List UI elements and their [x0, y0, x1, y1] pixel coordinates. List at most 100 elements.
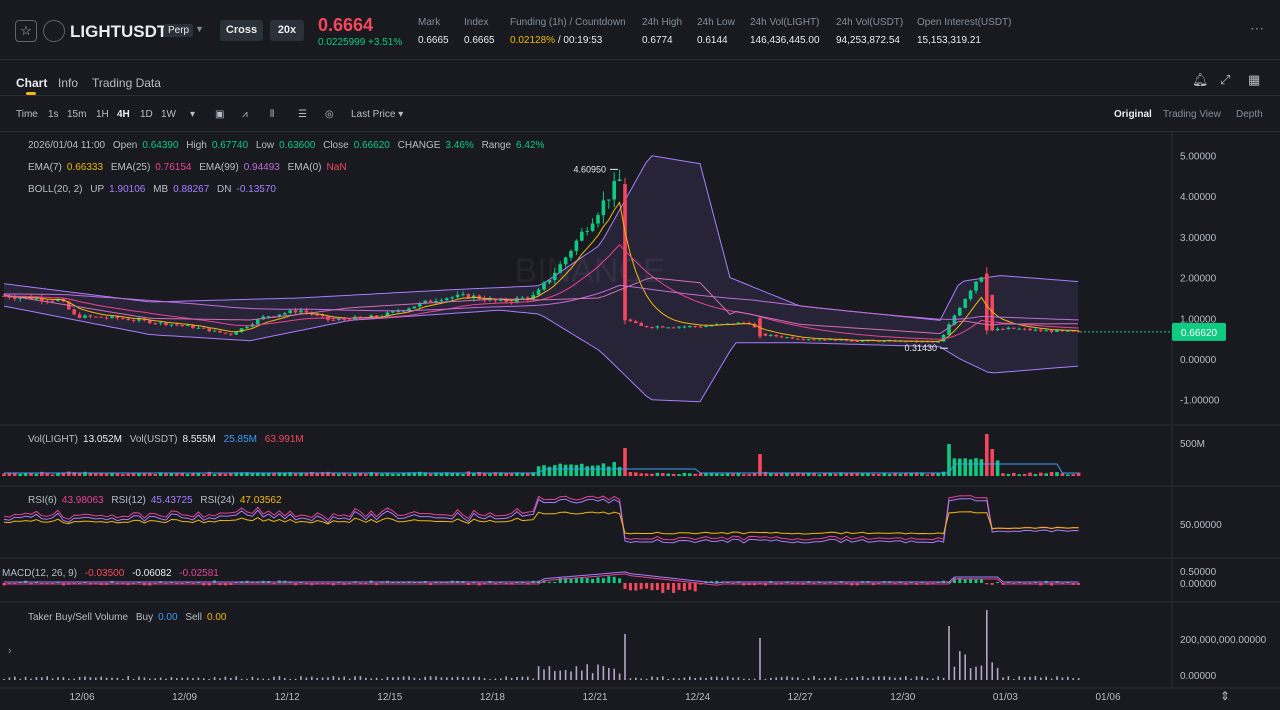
axis-scale-icon: ⇕ — [1220, 689, 1230, 703]
volume-bar — [293, 473, 298, 476]
interval-1w[interactable]: 1W — [161, 109, 176, 120]
interval-time[interactable]: Time — [16, 109, 38, 120]
chart-canvas[interactable]: 5.00000 4.00000 3.00000 2.00000 1.00000 0.000… — [0, 132, 1280, 710]
candle-body — [995, 328, 1000, 331]
taker-volume-bar — [348, 678, 351, 680]
taker-volume-bar — [651, 676, 653, 680]
taker-volume-bar — [440, 677, 443, 680]
leverage-button[interactable]: 20x — [270, 20, 304, 41]
volume-bar — [666, 473, 670, 476]
tab-info[interactable]: Info — [58, 76, 79, 90]
low-marker-label: 0.31430 — [904, 343, 937, 353]
macd-histogram-bar — [979, 578, 983, 583]
settings-list-icon[interactable]: ☰ — [298, 109, 307, 120]
macd-histogram-bar — [601, 578, 605, 583]
macd-histogram-bar — [963, 578, 967, 583]
volume-bar — [331, 472, 336, 476]
view-trading-view[interactable]: Trading View — [1163, 109, 1221, 120]
volume-bar — [898, 473, 903, 476]
bell-icon[interactable]: 🔔︎ — [1192, 72, 1209, 87]
tab-chart[interactable]: Chart — [16, 76, 48, 90]
stat-mark[interactable]: Mark 0.6665 — [418, 17, 449, 46]
taker-volume-bar — [662, 676, 664, 680]
volume-bar — [850, 472, 854, 476]
candle-body — [536, 289, 541, 295]
taker-volume-bar — [483, 678, 486, 680]
volume-bar — [169, 473, 174, 476]
candle-body — [774, 334, 778, 337]
candle-body — [1076, 331, 1081, 333]
candle-body — [526, 297, 530, 299]
candle-body — [385, 312, 390, 317]
candle-body — [650, 327, 654, 329]
candle-body — [634, 321, 638, 324]
crosshair-icon[interactable]: ◎ — [325, 109, 334, 120]
taker-volume-bar — [402, 676, 405, 680]
taker-volume-bar — [46, 676, 48, 680]
taker-volume-bar — [986, 610, 988, 680]
volume-bar — [747, 474, 751, 476]
volume-bar — [914, 472, 919, 476]
taker-volume-bar — [932, 678, 934, 680]
volume-bar — [1022, 473, 1027, 476]
chart-toolbar: Time 1s 15m 1H 4H 1D 1W ▾ ▣ ⩘ ⫴ ☰ ◎ Last… — [0, 96, 1280, 132]
taker-volume-bar — [683, 677, 686, 680]
calendar-icon[interactable]: ▣ — [215, 109, 225, 120]
volume-bar — [1012, 472, 1016, 476]
taker-volume-bar — [1018, 676, 1020, 680]
macd-histogram-bar — [661, 583, 665, 593]
volume-bar — [709, 473, 714, 476]
taker-volume-bar — [748, 678, 750, 680]
chart-area[interactable]: 5.00000 4.00000 3.00000 2.00000 1.00000 0.000… — [0, 132, 1280, 710]
interval-dropdown-icon[interactable]: ▾ — [190, 109, 196, 120]
volume-bar — [418, 471, 422, 476]
margin-mode-button[interactable]: Cross — [220, 20, 263, 41]
taker-volume-bar — [786, 676, 788, 680]
taker-volume-bar — [856, 676, 858, 680]
taker-volume-bar — [122, 678, 124, 680]
macd-histogram-bar — [623, 583, 627, 589]
taker-volume-bar — [991, 662, 993, 680]
tab-trading-data[interactable]: Trading Data — [92, 76, 161, 90]
layout-grid-icon[interactable]: ▦ — [1248, 72, 1261, 87]
taker-volume-bar — [375, 677, 378, 680]
taker-volume-bar — [1029, 676, 1031, 680]
more-icon[interactable]: ⋯ — [1250, 20, 1264, 36]
taker-volume-bar — [1050, 678, 1053, 680]
taker-volume-bar — [370, 678, 372, 680]
stat-index[interactable]: Index 0.6665 — [464, 17, 495, 46]
candle-body — [504, 299, 508, 302]
candle-type-icon[interactable]: ⫴ — [270, 109, 275, 120]
volume-bar — [445, 472, 449, 476]
volume-bar — [29, 473, 33, 476]
taker-volume-bar — [894, 677, 896, 680]
view-depth[interactable]: Depth — [1236, 109, 1263, 120]
chevron-down-icon[interactable]: ▼ — [195, 24, 204, 34]
rsi-axis-label: 50.00000 — [1180, 520, 1222, 531]
stat-funding[interactable]: Funding (1h) / Countdown 0.02128% / 00:1… — [510, 17, 626, 46]
volume-bar — [860, 473, 865, 476]
interval-1d[interactable]: 1D — [140, 109, 153, 120]
candle-body — [704, 326, 708, 328]
interval-1s[interactable]: 1s — [48, 109, 59, 120]
interval-1h[interactable]: 1H — [96, 109, 109, 120]
symbol-name[interactable]: LIGHTUSDT — [70, 22, 168, 41]
volume-bar — [347, 474, 352, 476]
volume-bar — [985, 434, 989, 476]
candle-body — [499, 299, 503, 301]
volume-bar — [115, 473, 120, 476]
indicator-icon[interactable]: ⩘ — [242, 109, 248, 120]
volume-bar — [839, 472, 843, 476]
taker-volume-bar — [1045, 676, 1047, 680]
volume-bar — [7, 472, 12, 476]
price-type-select[interactable]: Last Price ▾ — [351, 109, 404, 120]
interval-15m[interactable]: 15m — [67, 109, 87, 120]
view-original[interactable]: Original — [1114, 109, 1152, 120]
expand-icon[interactable]: ⤢ — [1220, 72, 1231, 87]
taker-volume-bar — [829, 677, 831, 680]
interval-4h[interactable]: 4H — [117, 109, 130, 120]
star-icon[interactable]: ☆ — [15, 20, 37, 42]
candle-body — [148, 320, 152, 324]
stat-open-interest[interactable]: Open Interest(USDT) 15,153,319.21 — [917, 17, 1012, 46]
ema99-line — [3, 284, 1079, 321]
